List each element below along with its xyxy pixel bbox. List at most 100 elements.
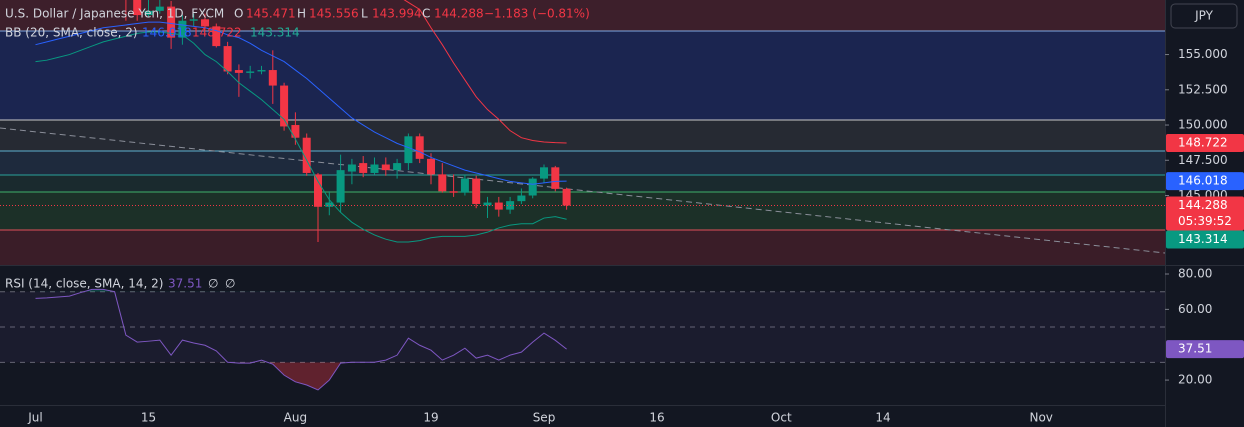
candle-body: [347, 164, 356, 172]
price-label: 148.722: [1178, 136, 1228, 150]
y-tick-label: 150.000: [1178, 118, 1228, 132]
candle-body: [404, 136, 413, 164]
bb-value: 143.314: [250, 26, 300, 40]
ohlc-key: L: [361, 7, 368, 21]
rsi-label-box: [1166, 340, 1244, 359]
candle-body: [449, 191, 458, 193]
x-tick-label: 15: [141, 411, 156, 425]
y-tick-label: 155.000: [1178, 47, 1228, 61]
candle-body: [246, 71, 255, 73]
x-tick-label: 18: [1169, 411, 1184, 425]
zone: [0, 192, 1165, 230]
overlay: U.S. Dollar / Japanese Yen, 1D, FXCM O 1…: [5, 3, 1238, 291]
rsi-legend: RSI (14, close, SMA, 14, 2): [5, 277, 163, 291]
y-tick-label: 60.00: [1178, 302, 1212, 316]
time-axis: Jul 15 Aug 19 Sep 16 Oct 14 Nov 18: [27, 411, 1184, 425]
x-tick-label: 14: [875, 411, 890, 425]
candle-body: [280, 85, 289, 127]
x-tick-label: Aug: [284, 411, 307, 425]
price-label-box: [1166, 196, 1244, 231]
zone: [0, 31, 1165, 120]
currency-button[interactable]: [1170, 3, 1238, 29]
x-tick-label: 16: [649, 411, 664, 425]
candle-body: [144, 10, 153, 16]
rsi-label: 37.51: [1178, 342, 1212, 356]
candle-body: [517, 195, 526, 202]
candle-body: [302, 137, 311, 173]
x-tick-label: 19: [423, 411, 438, 425]
bb-legend: BB (20, SMA, close, 2): [5, 26, 138, 40]
rsi-value: 37.51: [168, 277, 202, 291]
price-label: 146.018: [1178, 174, 1228, 188]
rsi-sma-value: ∅: [208, 277, 218, 291]
ohlc-key: O: [234, 7, 243, 21]
rsi-line: [35, 288, 567, 391]
x-tick-label: Sep: [533, 411, 556, 425]
candle-body: [540, 167, 548, 179]
bb-basis: [35, 21, 567, 185]
candle-body: [381, 164, 390, 171]
ohlc-value: 143.994: [372, 7, 422, 21]
candle-body: [415, 136, 424, 159]
x-tick-label: Jul: [27, 411, 42, 425]
candle-body: [212, 26, 221, 47]
candle-body: [528, 178, 537, 196]
candle-body: [155, 6, 164, 11]
zone: [0, 151, 1165, 175]
ohlc-value: 144.288: [434, 7, 484, 21]
bb-value: 148.722: [192, 26, 242, 40]
zone: [0, 175, 1165, 192]
ohlc-value: 145.556: [309, 7, 359, 21]
rsi-band: [0, 291, 1165, 363]
rsi-panel: [0, 266, 1165, 405]
candle-body: [393, 163, 402, 171]
candle-body: [483, 202, 492, 206]
symbol-title: U.S. Dollar / Japanese Yen, 1D, FXCM: [5, 7, 224, 21]
currency-label[interactable]: JPY: [1194, 9, 1214, 23]
candle-body: [178, 20, 187, 38]
y-tick-label: 147.500: [1178, 153, 1228, 167]
price-label-box: [1166, 134, 1244, 153]
candle-body: [268, 70, 277, 86]
bb-lower: [35, 31, 567, 243]
candle-body: [562, 188, 571, 206]
change: −1.183 (−0.81%): [484, 7, 590, 21]
candle-body: [336, 170, 345, 203]
zone: [0, 230, 1165, 265]
price-label: 144.288: [1178, 198, 1228, 212]
candle-body: [189, 19, 198, 21]
rsi-pane: [0, 288, 1165, 391]
candle-body: [234, 70, 243, 73]
bb-value: 146.018: [142, 26, 192, 40]
candle-body: [223, 46, 232, 72]
price-label-box: [1166, 230, 1244, 249]
candle-body: [201, 19, 209, 27]
candle-body: [427, 158, 435, 175]
candle-body: [133, 0, 142, 16]
y-tick-label: 80.00: [1178, 267, 1212, 281]
candle-body: [359, 163, 368, 173]
candle-body: [370, 164, 379, 173]
y-tick-label: 152.500: [1178, 82, 1228, 96]
countdown-label: 05:39:52: [1178, 214, 1232, 228]
ohlc-key: H: [297, 7, 306, 21]
candle-body: [438, 174, 447, 192]
candle-body: [257, 70, 266, 72]
x-tick-label: Nov: [1029, 411, 1052, 425]
price-label-box: [1166, 172, 1244, 191]
candle-body: [494, 202, 503, 210]
rsi-sma-value: ∅: [225, 277, 235, 291]
zone: [0, 120, 1165, 151]
bb-upper: [403, 0, 567, 144]
rsi-oversold-fill: [35, 362, 567, 390]
price-pane: [0, 0, 1165, 243]
trend-line: [0, 127, 1166, 254]
candle-body: [291, 125, 300, 138]
x-tick-label: Oct: [771, 411, 792, 425]
candle-body: [551, 167, 560, 189]
candle-body: [325, 202, 334, 207]
price-label: 143.314: [1178, 232, 1228, 246]
